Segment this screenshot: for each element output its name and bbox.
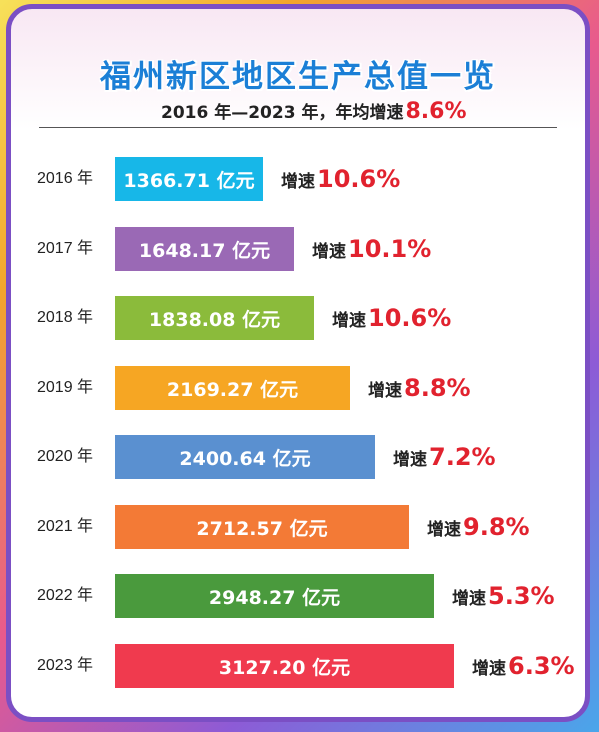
growth-label: 增速9.8% xyxy=(427,513,530,544)
growth-label: 增速5.3% xyxy=(452,582,555,613)
bar-value-label: 1838.08 亿元 xyxy=(148,308,281,331)
bar-value-label: 2948.27 亿元 xyxy=(208,586,341,609)
growth-text: 增速 xyxy=(368,381,402,401)
title-divider xyxy=(39,127,557,128)
gdp-bar: 2712.57 亿元 xyxy=(115,505,409,549)
gdp-bar: 1648.17 亿元 xyxy=(115,227,294,271)
growth-rate: 10.6% xyxy=(317,165,401,193)
growth-text: 增速 xyxy=(393,450,427,470)
growth-rate: 9.8% xyxy=(463,513,530,541)
growth-text: 增速 xyxy=(312,242,346,262)
growth-label: 增速8.8% xyxy=(368,374,471,405)
year-label: 2016 年 xyxy=(37,170,94,187)
growth-rate: 5.3% xyxy=(488,582,555,610)
year-label: 2021 年 xyxy=(37,518,94,535)
gdp-bar: 2948.27 亿元 xyxy=(115,574,434,618)
bar-value-label: 3127.20 亿元 xyxy=(218,656,351,679)
year-label: 2023 年 xyxy=(37,657,94,674)
growth-text: 增速 xyxy=(281,172,315,192)
infographic-card: 福州新区地区生产总值一览 2016 年—2023 年，年均增速8.6% 2016… xyxy=(6,4,590,722)
bar-value-label: 2400.64 亿元 xyxy=(179,447,311,470)
bar-value-label: 2169.27 亿元 xyxy=(166,378,299,401)
chart-subtitle: 2016 年—2023 年，年均增速8.6% xyxy=(161,98,466,124)
growth-rate: 8.8% xyxy=(404,374,471,402)
average-growth-value: 8.6% xyxy=(405,99,467,124)
growth-label: 增速10.6% xyxy=(281,165,400,196)
growth-text: 增速 xyxy=(452,589,486,609)
gdp-bar: 2400.64 亿元 xyxy=(115,435,375,479)
gdp-bar: 1366.71 亿元 xyxy=(115,157,263,201)
bar-value-label: 1366.71 亿元 xyxy=(123,169,255,192)
year-label: 2018 年 xyxy=(37,309,94,326)
growth-rate: 6.3% xyxy=(508,652,575,680)
year-label: 2019 年 xyxy=(37,379,94,396)
growth-text: 增速 xyxy=(427,520,461,540)
gdp-bar: 2169.27 亿元 xyxy=(115,366,350,410)
bar-value-label: 1648.17 亿元 xyxy=(138,239,271,262)
gdp-bar: 1838.08 亿元 xyxy=(115,296,314,340)
gdp-bar: 3127.20 亿元 xyxy=(115,644,454,688)
subtitle-text: 2016 年—2023 年，年均增速 xyxy=(161,103,404,123)
bar-value-label: 2712.57 亿元 xyxy=(196,517,328,540)
growth-rate: 10.1% xyxy=(348,235,432,263)
growth-text: 增速 xyxy=(332,311,366,331)
year-label: 2020 年 xyxy=(37,448,94,465)
growth-rate: 10.6% xyxy=(368,304,452,332)
chart-title: 福州新区地区生产总值一览 xyxy=(100,59,496,95)
growth-label: 增速6.3% xyxy=(472,652,575,683)
growth-rate: 7.2% xyxy=(429,443,496,471)
growth-text: 增速 xyxy=(472,659,506,679)
growth-label: 增速10.1% xyxy=(312,235,431,266)
year-label: 2017 年 xyxy=(37,240,94,257)
growth-label: 增速7.2% xyxy=(393,443,496,474)
year-label: 2022 年 xyxy=(37,587,94,604)
growth-label: 增速10.6% xyxy=(332,304,451,335)
